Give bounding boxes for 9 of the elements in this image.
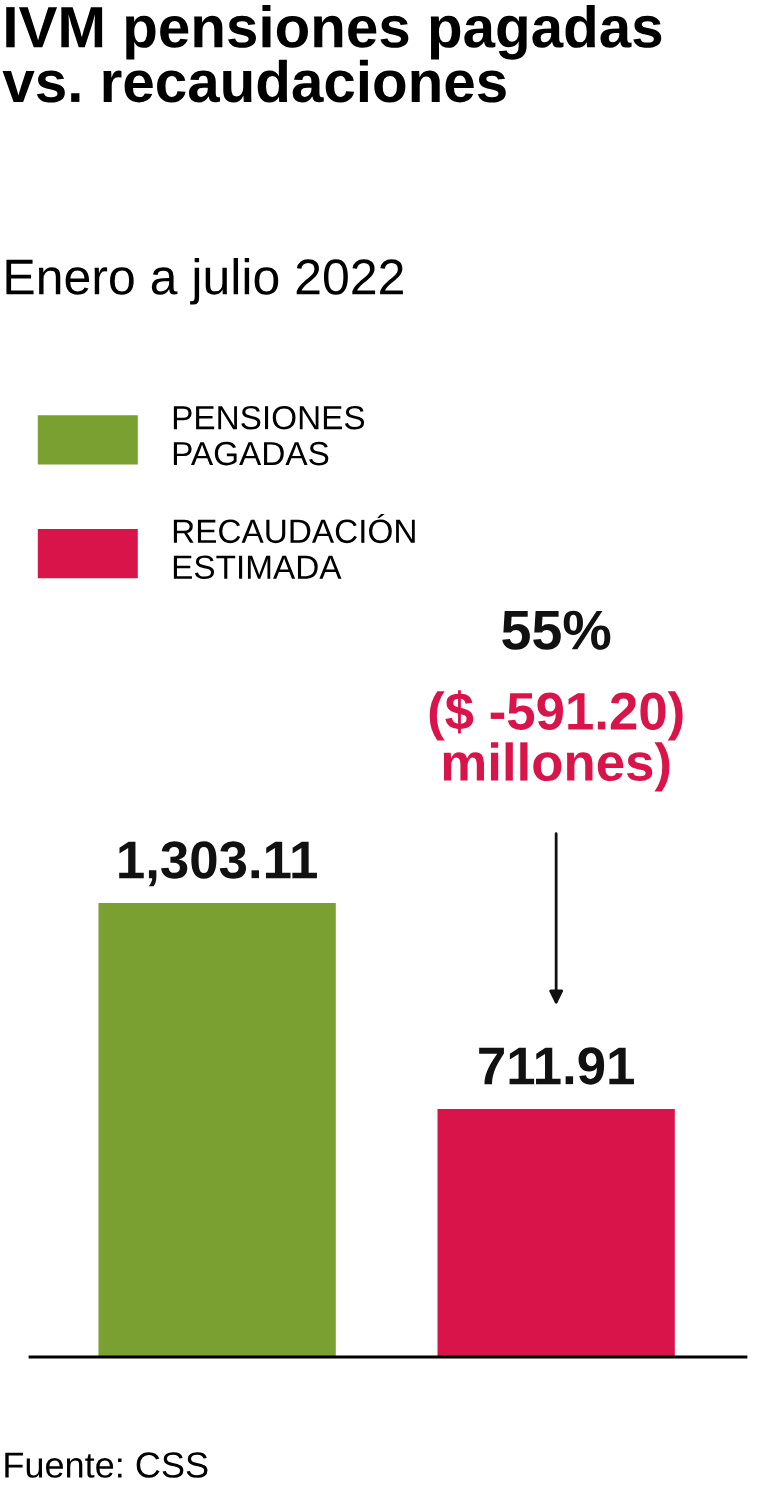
source-note: Fuente: CSS — [5, 1452, 208, 1478]
text: ($ -591.20) millones) — [429, 690, 683, 792]
legend-label: PENSIONES PAGADAS — [173, 405, 365, 466]
data-label: 1,303.11 — [119, 841, 317, 887]
text: 55% — [502, 610, 611, 650]
data-label: 711.91 — [479, 1047, 634, 1085]
chart-title: IVM pensiones pagadas vs. recaudaciones — [2, 5, 662, 103]
chart-subtitle: Enero a julio 2022 — [6, 258, 403, 305]
legend-label: RECAUDACIÓN ESTIMADA — [173, 513, 415, 580]
